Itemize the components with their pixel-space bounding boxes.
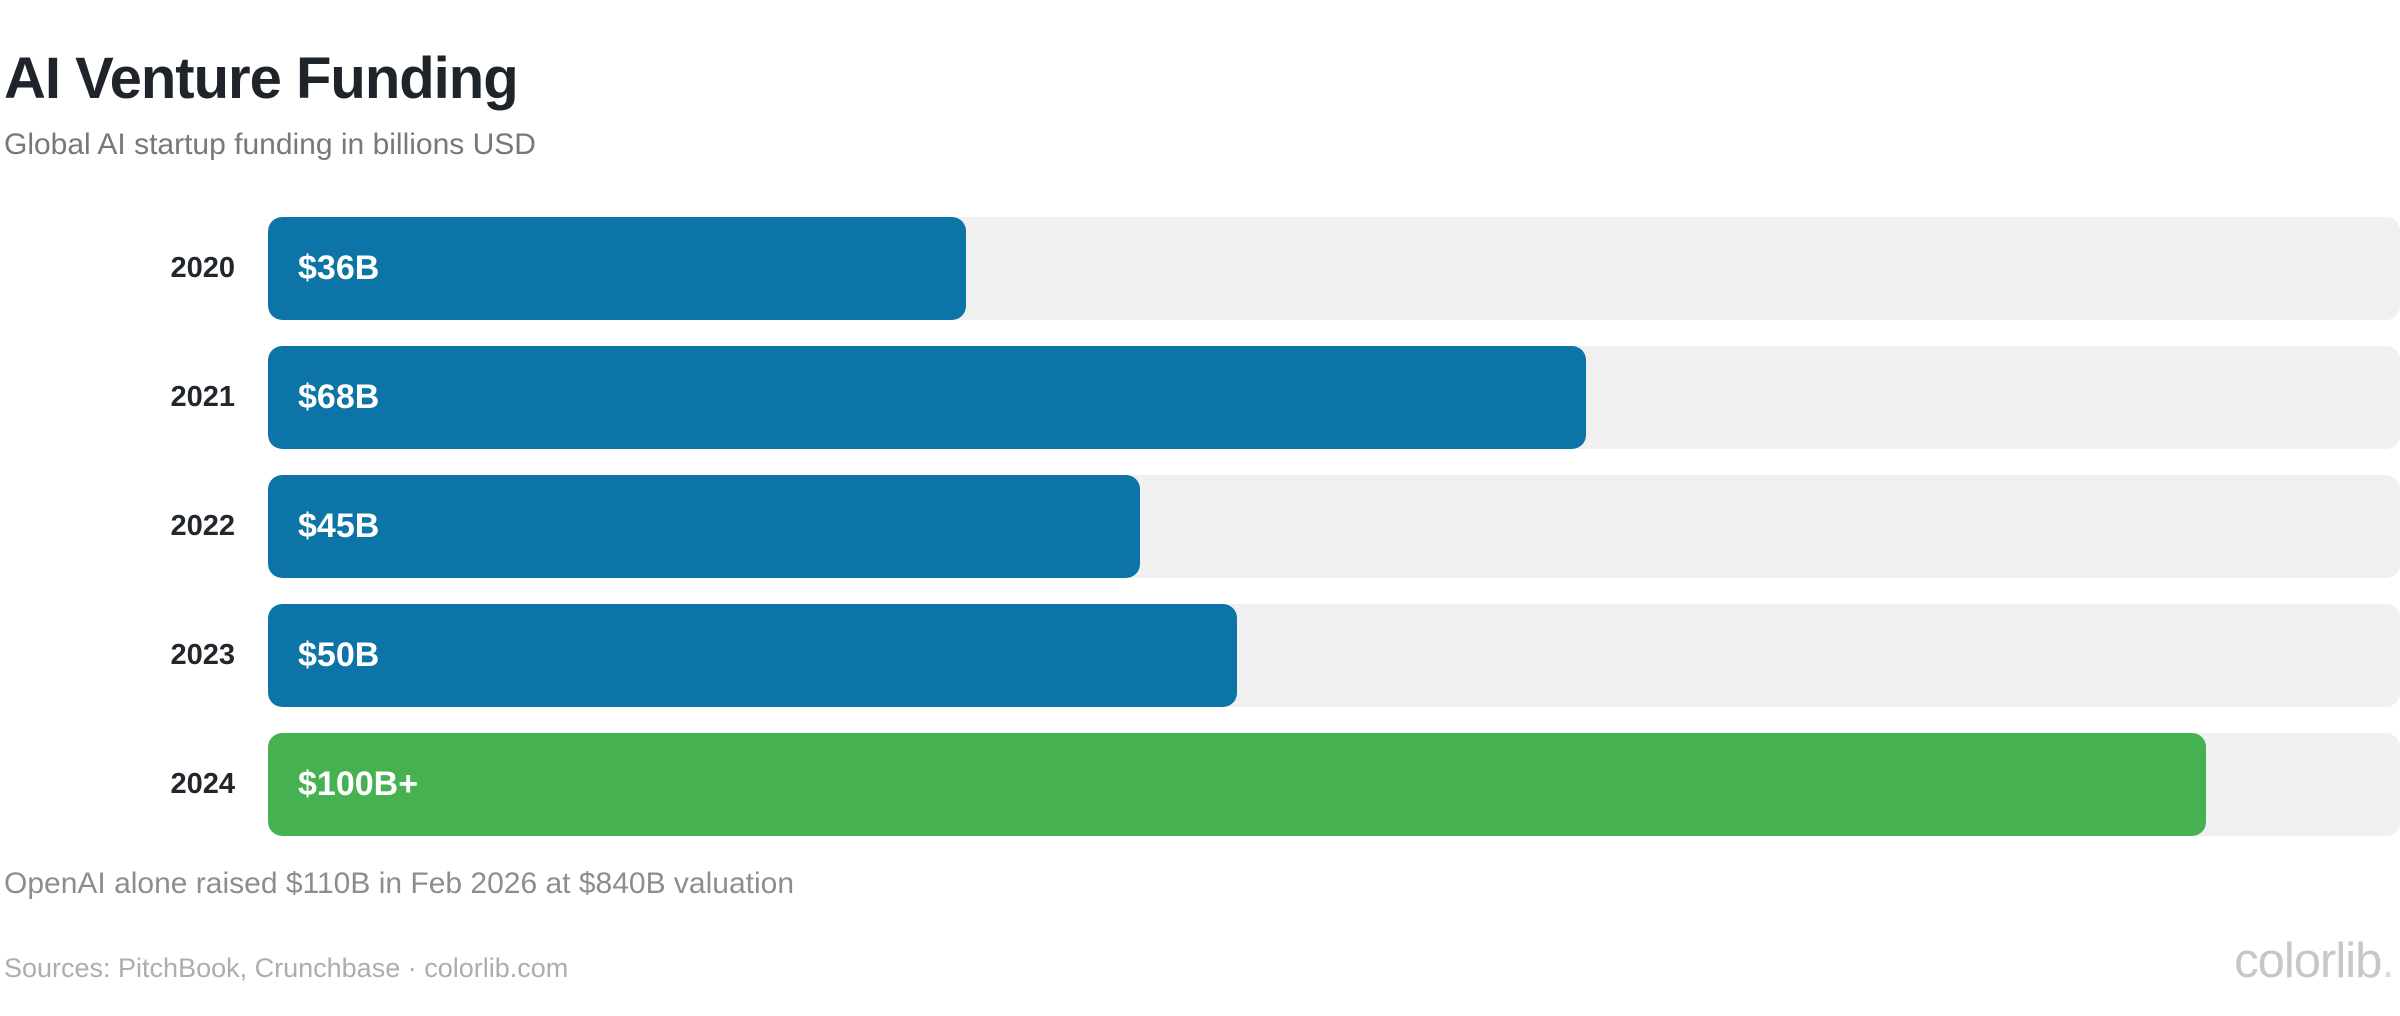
funding-bar: $100B+ <box>268 732 2207 836</box>
colorlib-logo-dot: . <box>2381 934 2395 988</box>
bar-track: $36B <box>268 216 2400 320</box>
chart-row: 2024 $100B+ <box>0 732 2400 836</box>
bar-track: $50B <box>268 603 2400 707</box>
chart-row: 2023 $50B <box>0 603 2400 707</box>
funding-bar: $50B <box>268 603 1238 707</box>
year-label: 2023 <box>170 638 235 671</box>
value-label: $68B <box>298 377 380 416</box>
value-label: $36B <box>298 248 380 287</box>
page-title: AI Venture Funding <box>4 46 519 111</box>
chart-row: 2020 $36B <box>0 216 2400 320</box>
footer: Sources: PitchBook, Crunchbase · colorli… <box>4 934 2395 988</box>
year-label: 2020 <box>170 251 235 284</box>
year-label: 2024 <box>170 767 235 800</box>
bar-track: $45B <box>268 474 2400 578</box>
chart-footnote: OpenAI alone raised $110B in Feb 2026 at… <box>4 866 795 900</box>
funding-bar: $45B <box>268 474 1141 578</box>
value-label: $50B <box>298 635 380 674</box>
value-label: $45B <box>298 506 380 545</box>
value-label: $100B+ <box>298 764 419 803</box>
chart-row: 2021 $68B <box>0 345 2400 449</box>
colorlib-logo: colorlib. <box>2234 934 2395 988</box>
sources-text: Sources: PitchBook, Crunchbase · colorli… <box>4 953 569 983</box>
year-label: 2021 <box>170 380 235 413</box>
funding-bar: $68B <box>268 345 1586 449</box>
year-label: 2022 <box>170 509 235 542</box>
header: AI Venture Funding Global AI startup fun… <box>0 0 2400 163</box>
bar-track: $68B <box>268 345 2400 449</box>
bar-chart: 2020 $36B 2021 $68B 2022 $45B 2023 $50B 2024 $100… <box>0 216 2400 836</box>
colorlib-logo-text: colorlib <box>2234 934 2382 988</box>
chart-row: 2022 $45B <box>0 474 2400 578</box>
funding-bar: $36B <box>268 216 966 320</box>
bar-track: $100B+ <box>268 732 2400 836</box>
page-subtitle: Global AI startup funding in billions US… <box>4 127 536 161</box>
